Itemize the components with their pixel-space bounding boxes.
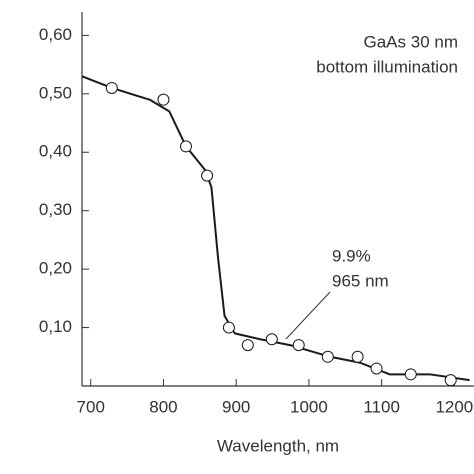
- x-tick-label: 800: [149, 397, 177, 416]
- annotation: GaAs 30 nm: [364, 32, 459, 51]
- marker: [105, 81, 118, 94]
- curve: [81, 75, 470, 382]
- x-tick-label: 1200: [435, 397, 473, 416]
- marker: [201, 169, 214, 182]
- leader-line: [285, 291, 331, 340]
- marker: [444, 374, 457, 387]
- annotation: 9.9%: [332, 246, 371, 265]
- marker: [265, 333, 278, 346]
- x-tick-label: 1000: [290, 397, 328, 416]
- marker: [321, 350, 334, 363]
- y-tick-label: 0,50: [39, 83, 72, 102]
- y-tick-label: 0,60: [39, 25, 72, 44]
- marker: [241, 339, 254, 352]
- x-tick-label: 900: [222, 397, 250, 416]
- y-tick-label: 0,40: [39, 142, 72, 161]
- marker: [404, 368, 417, 381]
- y-tick-label: 0,10: [39, 317, 72, 336]
- marker: [157, 93, 170, 106]
- x-tick-label: 700: [77, 397, 105, 416]
- x-tick-label: 1100: [363, 397, 400, 416]
- marker: [222, 321, 235, 334]
- y-tick-label: 0,30: [39, 200, 72, 219]
- y-tick-label: 0,20: [39, 259, 72, 278]
- x-axis-label: Wavelength, nm: [217, 436, 339, 455]
- marker: [180, 140, 192, 153]
- annotation: bottom illumination: [316, 57, 458, 76]
- marker: [351, 350, 364, 363]
- annotation: 965 nm: [332, 271, 389, 290]
- marker: [292, 339, 305, 352]
- marker: [370, 362, 383, 375]
